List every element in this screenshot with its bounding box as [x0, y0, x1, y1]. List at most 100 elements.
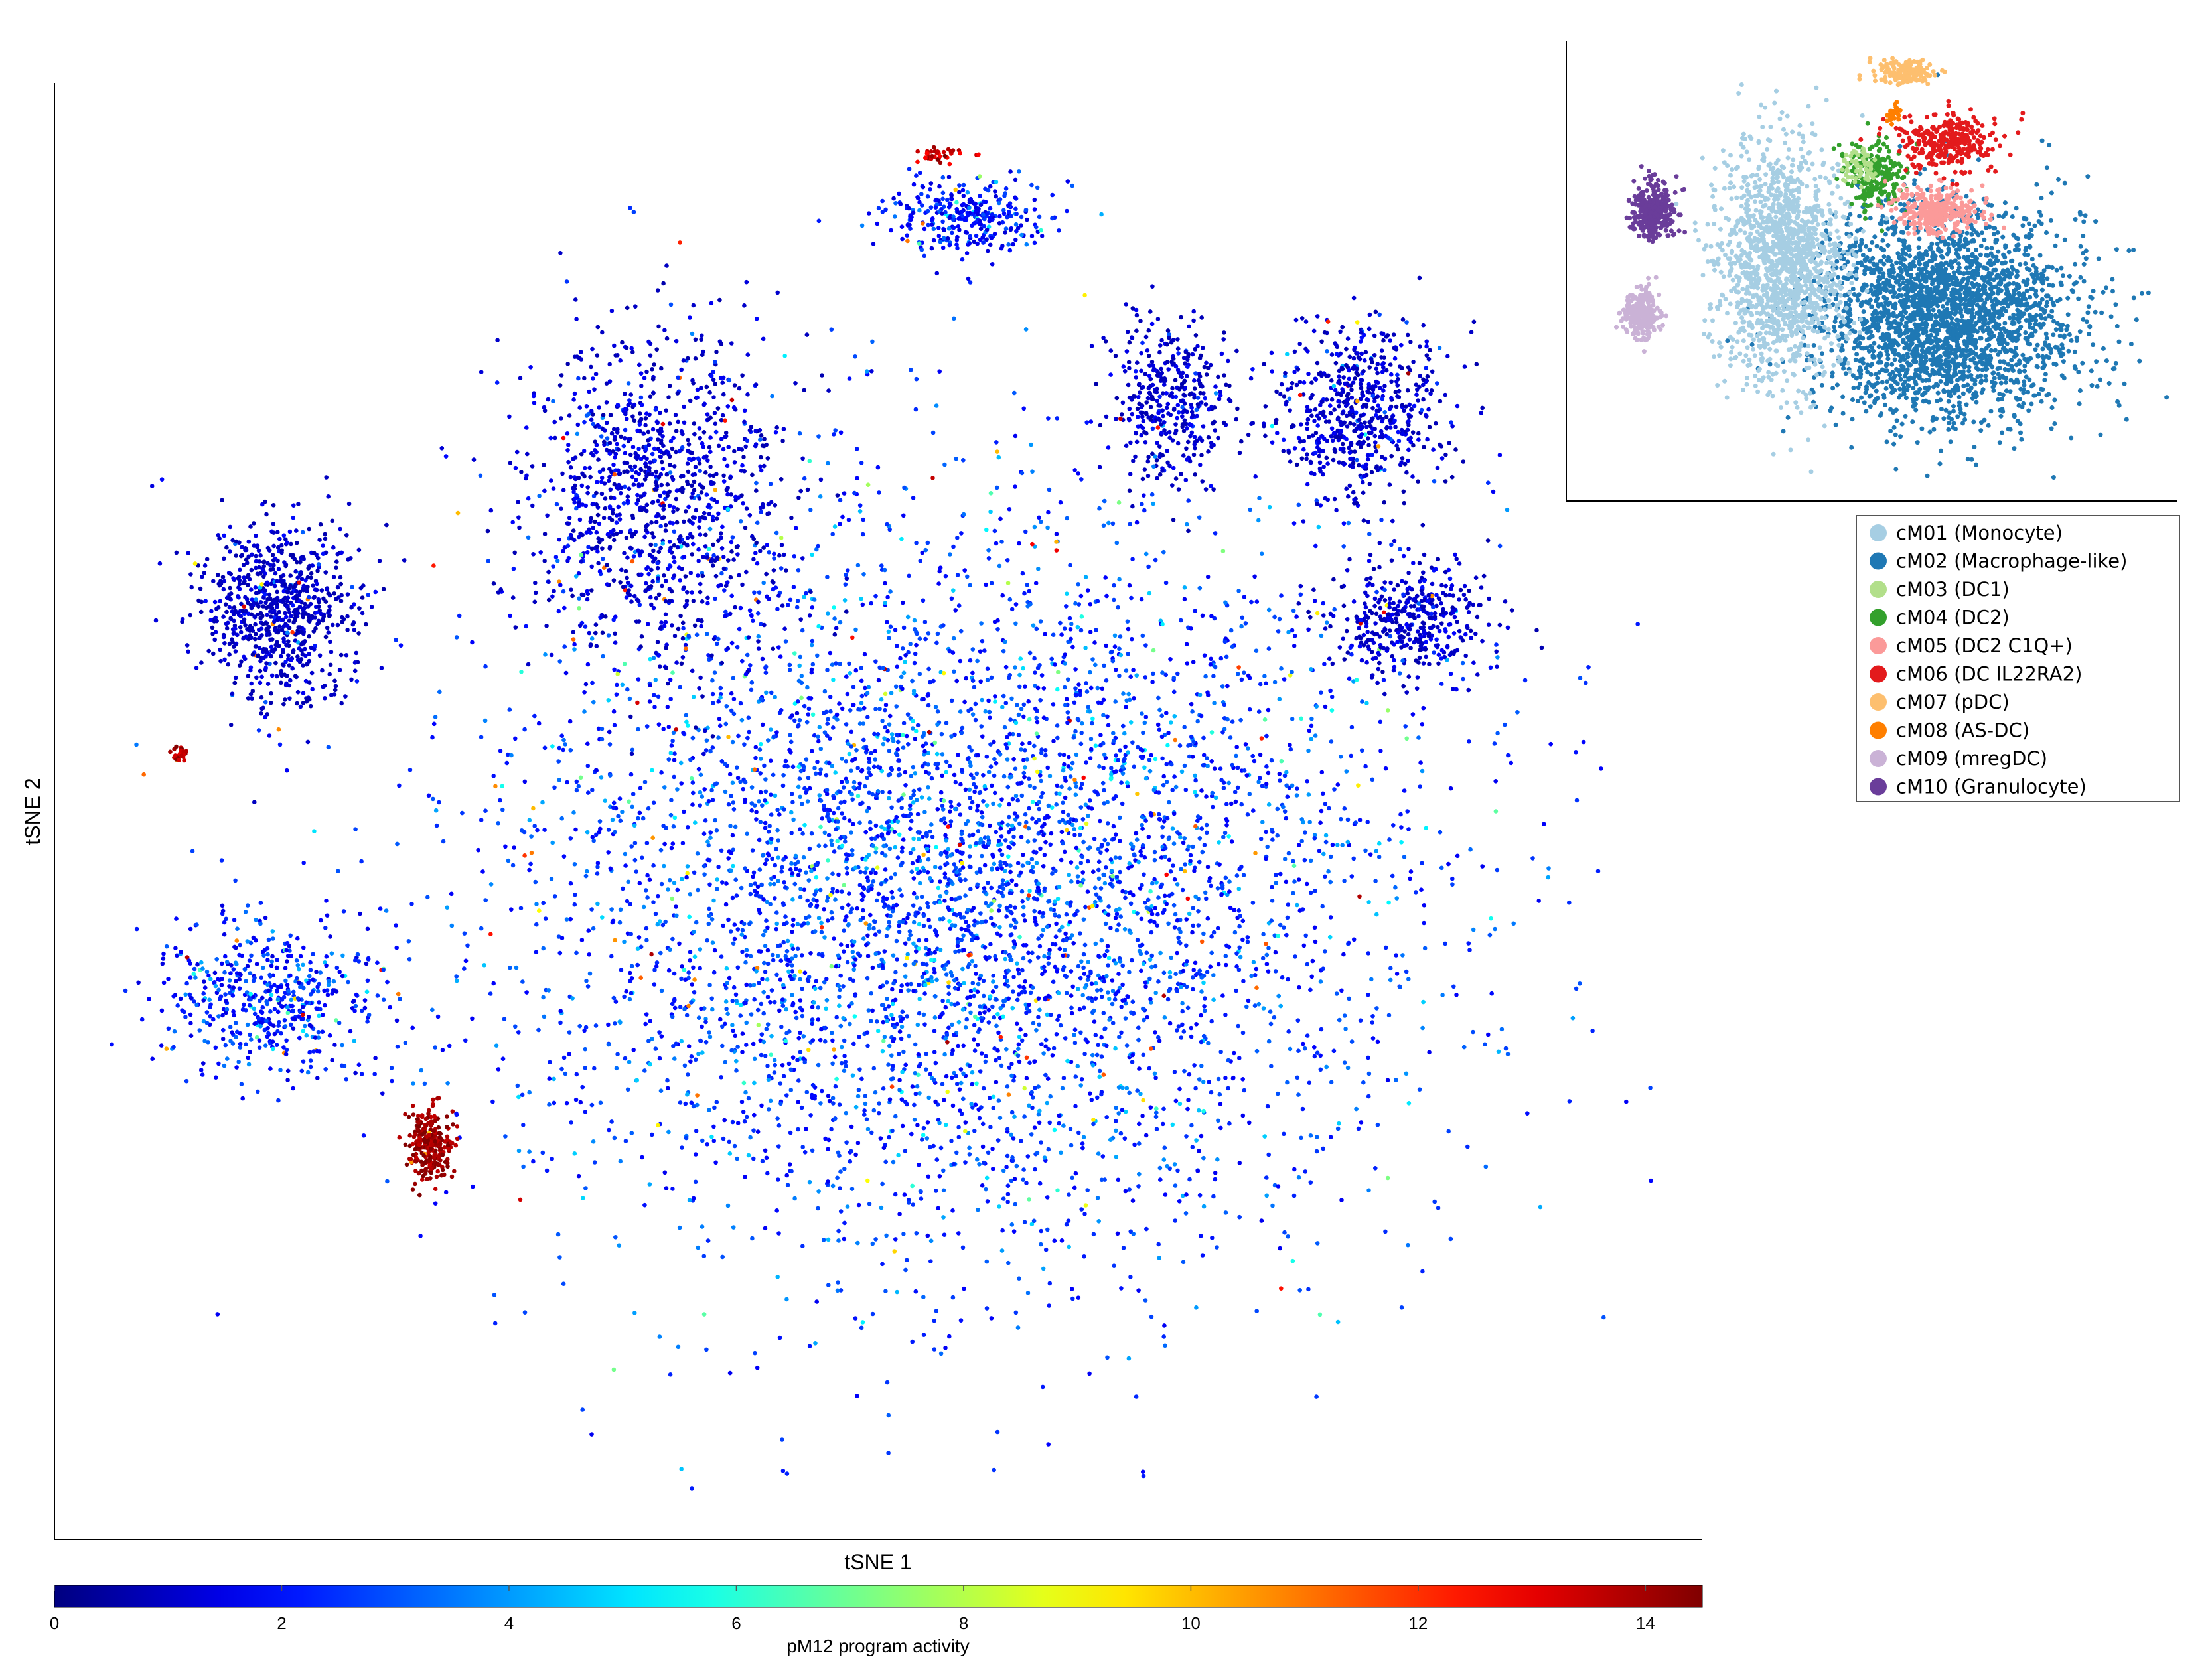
data-point [1101, 523, 1106, 528]
data-point [666, 1129, 671, 1135]
data-point [1223, 1210, 1228, 1215]
data-point [1069, 1060, 1074, 1064]
data-point [1009, 823, 1015, 828]
data-point [1340, 843, 1345, 847]
data-point [703, 1019, 708, 1025]
data-point [996, 455, 1001, 460]
data-point [820, 816, 825, 821]
data-point [769, 988, 774, 993]
data-point [873, 1090, 878, 1095]
data-point [1370, 1020, 1374, 1025]
data-point [1055, 969, 1059, 974]
data-point [1335, 1319, 1341, 1325]
data-point [1060, 818, 1065, 823]
data-point [880, 1048, 885, 1054]
data-point [734, 999, 739, 1003]
data-point [906, 742, 911, 747]
data-point [658, 950, 663, 956]
data-point [952, 1032, 956, 1037]
data-point [777, 1335, 782, 1340]
data-point [997, 885, 1003, 889]
data-point [1217, 840, 1221, 845]
data-point [897, 772, 902, 777]
data-point [921, 923, 926, 928]
data-point [641, 904, 646, 910]
data-point [979, 1051, 984, 1056]
data-point [945, 1040, 950, 1045]
data-point [650, 1132, 654, 1137]
data-point [1114, 928, 1120, 933]
data-point [1127, 861, 1132, 866]
data-point [1025, 860, 1030, 865]
data-point [865, 975, 870, 981]
data-point [905, 614, 911, 620]
data-point [1232, 790, 1238, 794]
data-point [1211, 1194, 1216, 1199]
data-point [844, 674, 849, 679]
data-point [913, 1042, 918, 1047]
data-point [731, 941, 736, 946]
data-point [712, 782, 717, 787]
data-point [704, 738, 709, 743]
data-point [1436, 1206, 1441, 1210]
data-point [1088, 630, 1093, 634]
data-point [615, 1052, 620, 1056]
data-point [1221, 835, 1226, 839]
data-point [857, 721, 863, 726]
data-point [1100, 780, 1106, 786]
data-point [1137, 1121, 1142, 1127]
data-point [1113, 855, 1118, 860]
data-point [759, 741, 763, 747]
data-point [687, 1198, 692, 1202]
data-point [749, 785, 755, 790]
data-point [615, 672, 620, 676]
data-point [418, 1234, 423, 1238]
data-point [682, 968, 687, 973]
data-point [1276, 1091, 1280, 1096]
data-point [613, 999, 619, 1004]
data-point [731, 863, 735, 869]
data-point [799, 695, 804, 701]
data-point [887, 846, 893, 851]
data-point [713, 596, 717, 601]
data-point [1039, 673, 1045, 678]
data-point [755, 1129, 761, 1134]
data-point [873, 932, 878, 937]
data-point [990, 1004, 995, 1009]
data-point [852, 1014, 857, 1019]
data-point [1019, 989, 1025, 995]
data-point [994, 1058, 998, 1063]
data-point [1224, 654, 1229, 660]
data-point [1220, 993, 1225, 998]
data-point [866, 756, 871, 761]
data-point [628, 991, 634, 996]
data-point [1053, 934, 1059, 939]
data-point [735, 776, 741, 780]
data-point [1039, 1228, 1043, 1234]
data-point [1483, 1042, 1487, 1047]
data-point [1515, 710, 1520, 715]
data-point [1070, 1296, 1075, 1301]
data-point [759, 1052, 764, 1058]
data-point [886, 1451, 891, 1455]
data-point [979, 810, 984, 815]
data-point [735, 644, 740, 650]
data-point [686, 970, 691, 975]
data-point [946, 824, 950, 829]
data-point [1369, 977, 1374, 982]
data-point [627, 799, 631, 804]
data-point [1199, 989, 1204, 994]
data-point [1076, 1295, 1081, 1300]
data-point [661, 824, 666, 828]
data-point [642, 1068, 647, 1073]
data-point [598, 826, 603, 831]
data-point [1135, 792, 1140, 796]
data-point [993, 954, 997, 959]
data-point [966, 953, 971, 958]
data-point [1068, 627, 1073, 632]
data-point [1021, 985, 1026, 990]
data-point [1130, 557, 1135, 561]
data-point [1420, 1025, 1425, 1031]
data-point [732, 936, 737, 942]
data-point [838, 620, 843, 625]
